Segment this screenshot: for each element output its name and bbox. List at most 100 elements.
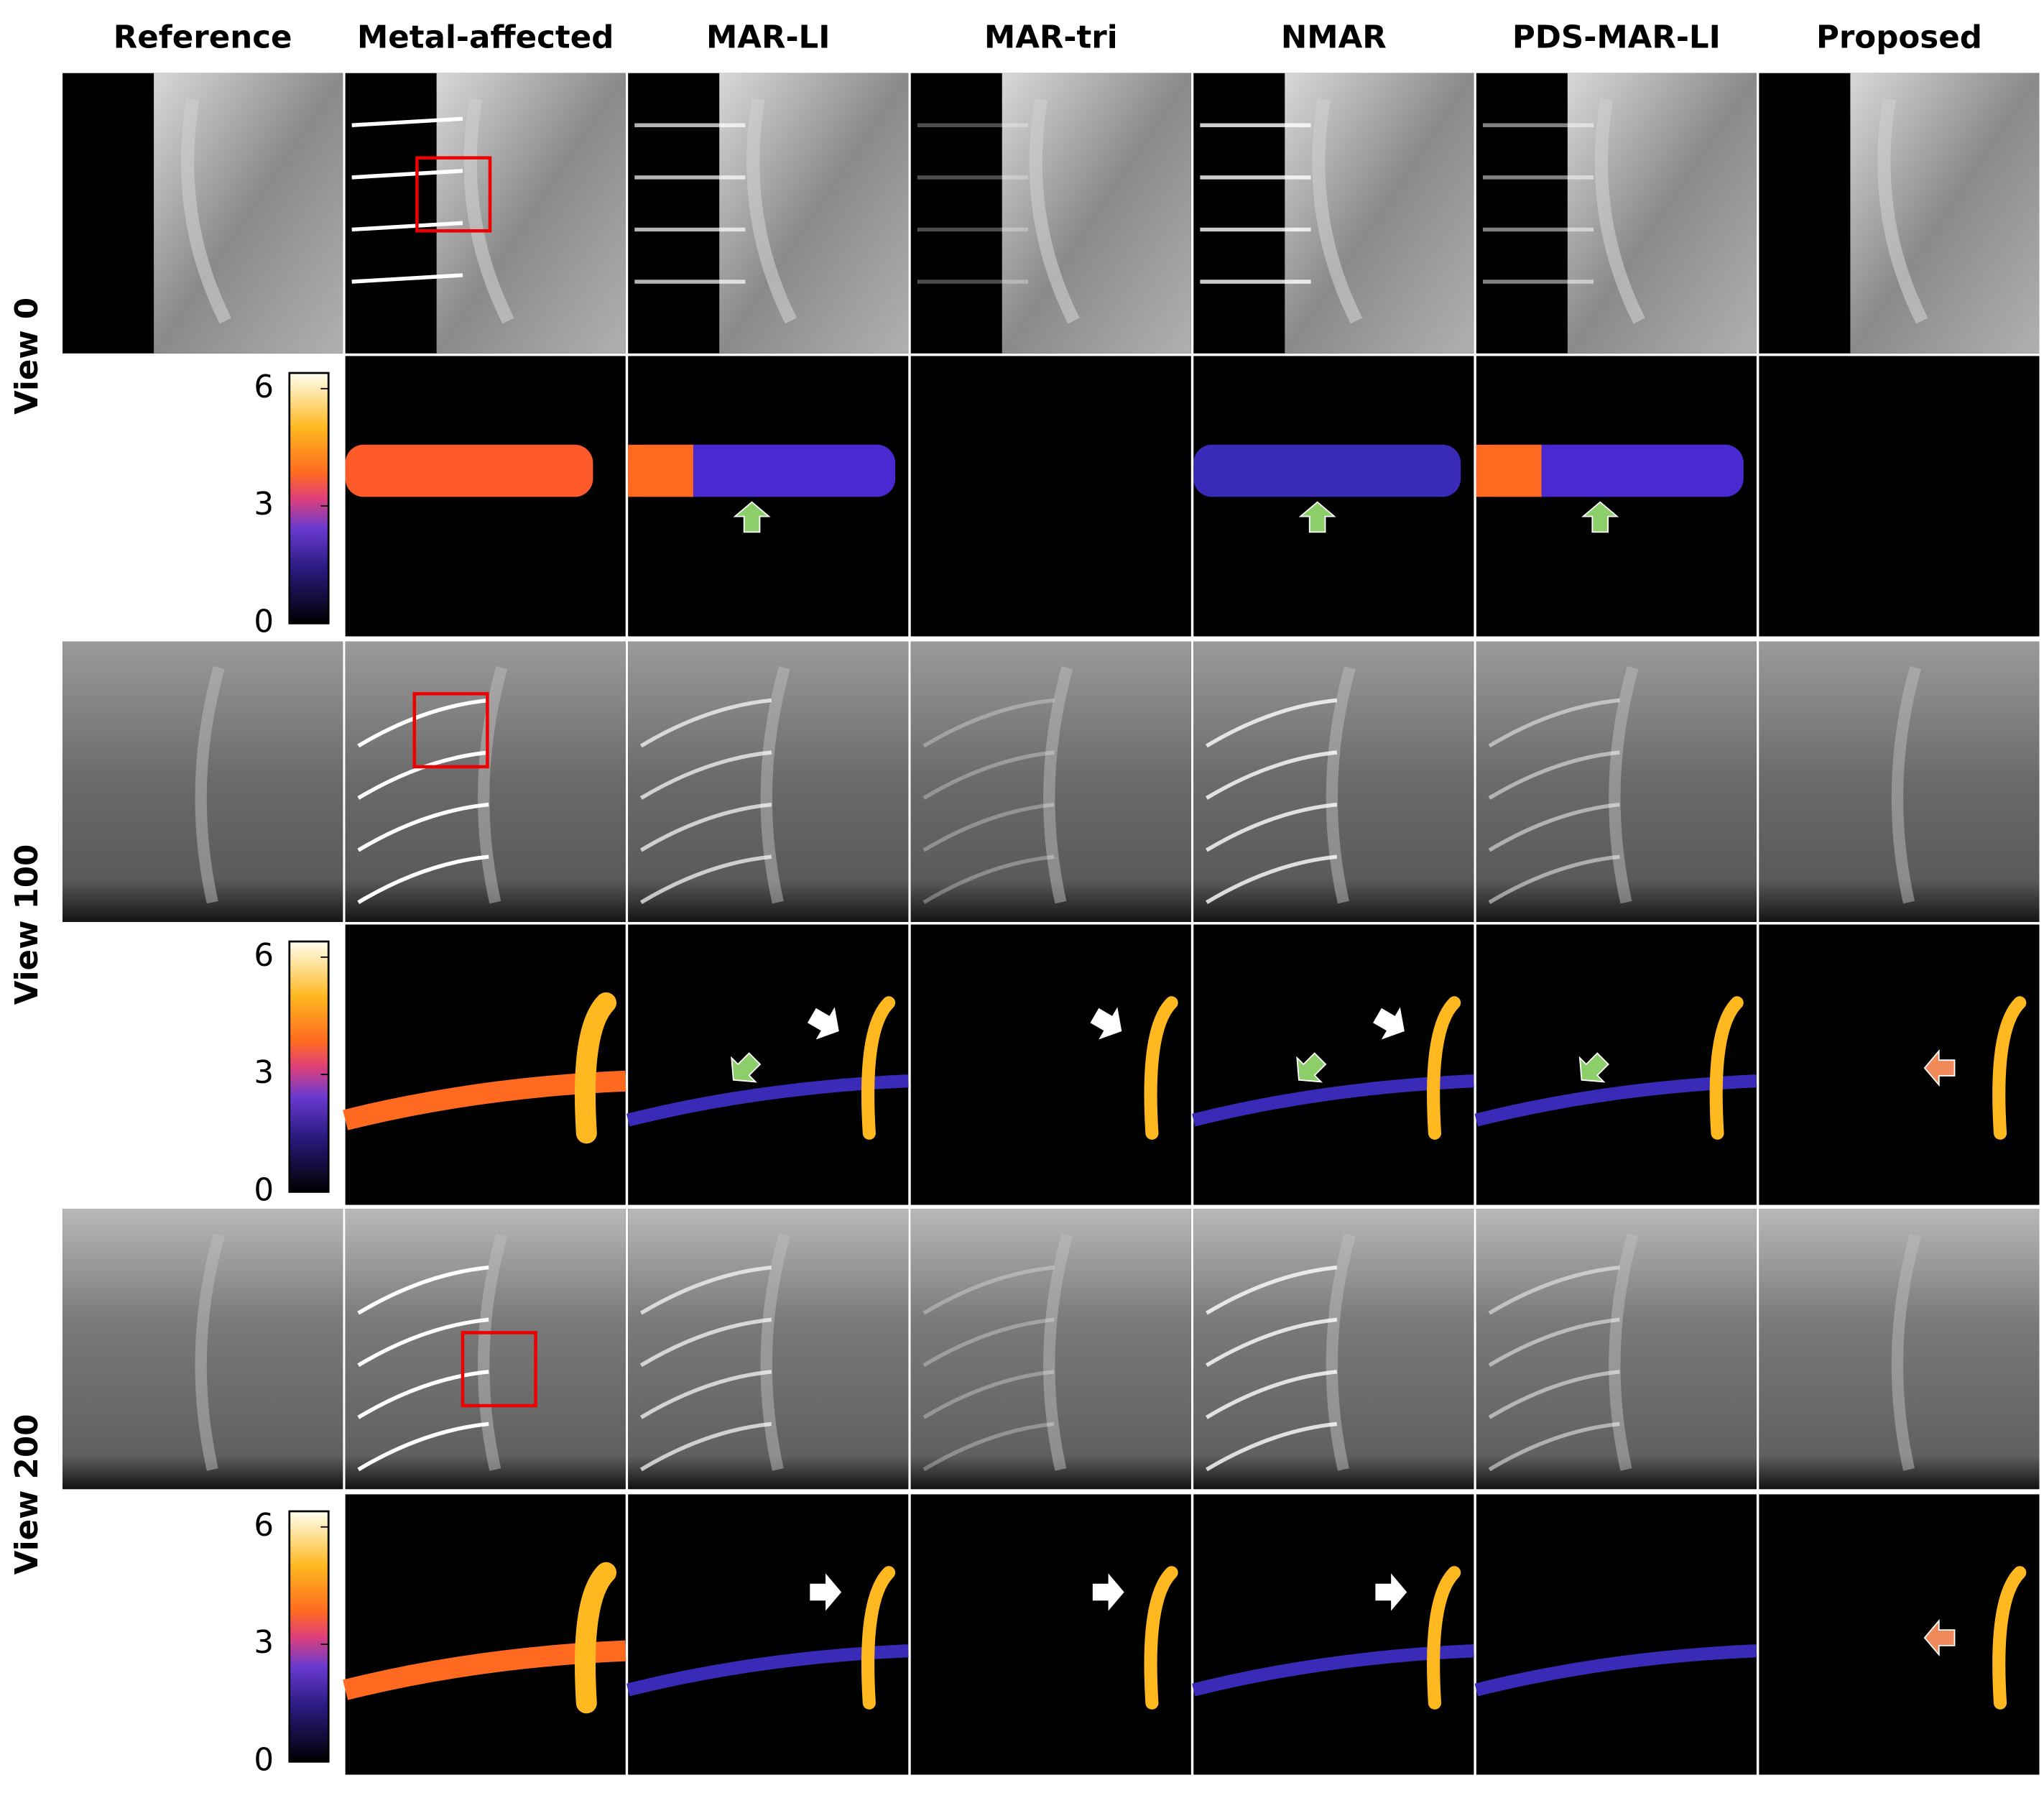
column-header: MAR-LI xyxy=(706,20,831,56)
error-map xyxy=(628,1494,909,1775)
arrow xyxy=(1923,1049,1956,1087)
metal-streak xyxy=(922,1317,1055,1368)
spine xyxy=(760,1233,790,1471)
xray-body xyxy=(1850,73,2040,354)
roi-box xyxy=(412,692,489,769)
spine xyxy=(195,665,225,904)
error-rib xyxy=(1992,1566,2027,1710)
metal-streak xyxy=(351,116,463,127)
roi-box xyxy=(415,156,492,233)
error-map xyxy=(1759,356,2040,637)
spine xyxy=(478,1233,508,1471)
metal-streak xyxy=(357,854,489,904)
metal-streak xyxy=(1206,1317,1338,1368)
metal-streak xyxy=(922,1421,1055,1472)
metal-streak xyxy=(1488,1265,1620,1315)
metal-streak xyxy=(1488,854,1620,904)
error-rib xyxy=(1427,1566,1461,1710)
metal-streak xyxy=(639,1421,772,1472)
colorbar-tick-label: 6 xyxy=(254,938,274,974)
metal-streak xyxy=(1206,1421,1338,1472)
spine xyxy=(1043,665,1073,904)
column-header: MAR-tri xyxy=(984,20,1118,56)
spine xyxy=(1029,98,1080,324)
arrow xyxy=(810,1573,842,1611)
error-map xyxy=(1476,924,1757,1205)
metal-streak xyxy=(922,1265,1055,1315)
metal-streak xyxy=(351,169,463,180)
error-hot xyxy=(1476,444,1542,497)
error-rib xyxy=(1709,996,1744,1140)
error-map xyxy=(1193,1494,1474,1775)
arrow xyxy=(1373,1007,1405,1040)
error-rib xyxy=(574,1562,617,1714)
metal-streak xyxy=(1488,698,1620,748)
error-rib xyxy=(1474,1644,1757,1697)
arrow xyxy=(731,1052,762,1083)
spine xyxy=(181,98,232,324)
error-rib xyxy=(574,992,617,1144)
metal-streak xyxy=(922,698,1055,748)
metal-streak xyxy=(357,1370,489,1419)
error-map xyxy=(628,924,909,1205)
xray-body xyxy=(1567,73,1757,354)
metal-streak xyxy=(639,750,772,800)
spine xyxy=(1609,665,1639,904)
colorbar xyxy=(288,372,330,624)
colorbar xyxy=(288,1510,330,1763)
error-band xyxy=(1476,444,1744,497)
metal-streak xyxy=(922,854,1055,904)
metal-streak xyxy=(1206,698,1338,748)
metal-streak xyxy=(357,1317,489,1368)
column-header: PDS-MAR-LI xyxy=(1512,20,1721,56)
column-header: Proposed xyxy=(1816,20,1982,56)
xray-body xyxy=(719,73,909,354)
error-map xyxy=(1476,1494,1757,1775)
arrow xyxy=(807,1007,839,1040)
metal-streak xyxy=(351,221,463,232)
arrow xyxy=(1092,1573,1124,1611)
roi-box xyxy=(461,1331,537,1408)
column-header: NMAR xyxy=(1281,20,1387,56)
error-rib xyxy=(1427,996,1461,1140)
colorbar-tick-label: 0 xyxy=(254,604,274,640)
spine xyxy=(463,98,514,324)
colorbar-tick-label: 6 xyxy=(254,369,274,405)
spine xyxy=(760,665,790,904)
metal-streak xyxy=(1206,1370,1338,1419)
spine xyxy=(1594,98,1645,324)
metal-streak xyxy=(639,1265,772,1315)
error-map xyxy=(1759,924,2040,1205)
view-label: View 100 xyxy=(9,844,45,1005)
metal-streak xyxy=(1488,750,1620,800)
arrow xyxy=(1296,1052,1327,1083)
metal-streak xyxy=(1488,1421,1620,1472)
colorbar-tick-label: 3 xyxy=(254,1625,274,1661)
colorbar-tick-label: 0 xyxy=(254,1172,274,1208)
metal-streak xyxy=(1488,1317,1620,1368)
error-hot xyxy=(628,444,693,497)
error-band xyxy=(345,444,593,497)
error-rib xyxy=(1144,1566,1178,1710)
metal-streak xyxy=(357,1265,489,1315)
xray-body xyxy=(154,73,343,354)
error-rib xyxy=(1992,996,2027,1140)
arrow xyxy=(1581,501,1619,533)
metal-streak xyxy=(357,802,489,852)
colorbar-tick-label: 3 xyxy=(254,487,274,522)
colorbar xyxy=(288,940,330,1193)
xray-body xyxy=(436,73,626,354)
error-map xyxy=(910,1494,1191,1775)
view-label: View 200 xyxy=(9,1414,45,1575)
metal-streak xyxy=(357,1421,489,1472)
error-rib xyxy=(1144,996,1178,1140)
spine xyxy=(1891,665,1921,904)
spine xyxy=(746,98,797,324)
error-map xyxy=(1759,1494,2040,1775)
metal-streak xyxy=(357,698,489,748)
metal-streak xyxy=(1206,854,1338,904)
colorbar-tick-label: 6 xyxy=(254,1508,274,1544)
spine xyxy=(1609,1233,1639,1471)
column-header: Metal-affected xyxy=(357,20,614,56)
